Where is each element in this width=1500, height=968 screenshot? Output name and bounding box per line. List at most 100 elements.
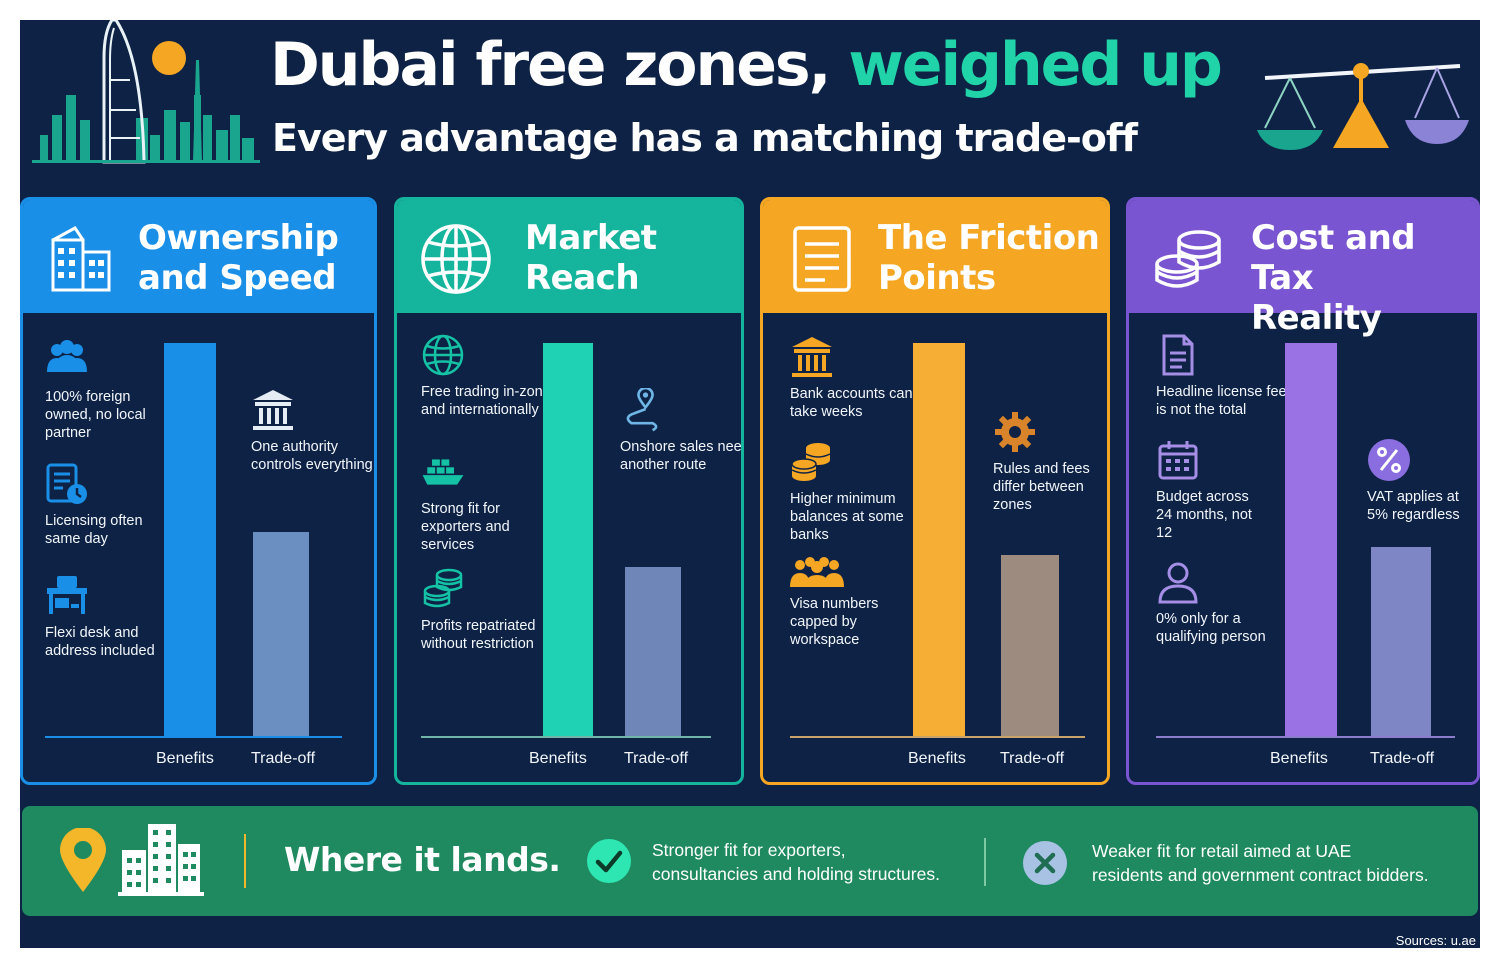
panel-title-line1: Market	[525, 218, 657, 258]
panel-title: Market Reach	[525, 218, 657, 298]
coin-stack-icon	[791, 443, 831, 481]
x-circle-icon	[1023, 841, 1067, 885]
benefits-axis-label: Benefits	[908, 750, 966, 767]
panel-title-line2: Reach	[525, 258, 640, 298]
panel-title-line2: Reality	[1251, 298, 1382, 338]
benefit-text: Higher minimum balances at some banks	[790, 491, 904, 543]
license-clock-icon	[46, 463, 87, 504]
benefit-text: Flexi desk and address included	[45, 625, 155, 659]
calendar-icon	[1158, 441, 1198, 480]
tradeoff-bar	[1371, 547, 1431, 736]
title-main: Dubai free zones,	[270, 30, 831, 100]
benefits-bar	[1285, 343, 1337, 736]
panel-friction-points: The Friction Points Bank accounts can ta…	[760, 197, 1110, 785]
dubai-skyline-icon	[32, 20, 260, 164]
title-accent: weighed up	[848, 30, 1223, 100]
benefits-bar	[913, 343, 965, 736]
globe-icon	[422, 334, 464, 376]
people-group-icon	[790, 557, 844, 587]
tradeoff-axis-label: Trade-off	[624, 750, 689, 767]
panel-title: Ownership and Speed	[138, 218, 339, 298]
tradeoff-axis-label: Trade-off	[1000, 750, 1065, 767]
negative-fit-line1: Weaker fit for retail aimed at UAE	[1092, 841, 1352, 861]
panel-market-reach: Market Reach Free trading in-zone and in…	[394, 197, 744, 785]
benefit-text: 0% only for a qualifying person	[1156, 611, 1266, 645]
benefits-bar	[164, 343, 216, 736]
benefit-text: Headline license fee is not the total	[1156, 384, 1287, 418]
benefit-item: 100% foreign owned, no local partner	[45, 338, 175, 442]
check-circle-icon	[587, 839, 631, 883]
tradeoff-text: One authority controls everything	[251, 439, 373, 473]
benefit-item: Visa numbers capped by workspace	[790, 555, 920, 649]
benefit-item: Profits repatriated without restriction	[421, 567, 551, 653]
panel-cost-tax: Cost and Tax Reality Headline license fe…	[1126, 197, 1480, 785]
benefit-item: Budget across 24 months, not 12	[1156, 438, 1266, 542]
panel-title: Cost and Tax Reality	[1251, 218, 1477, 338]
gear-icon	[995, 412, 1035, 452]
benefit-item: Free trading in-zone and internationally	[421, 333, 551, 419]
chart-baseline	[1156, 736, 1455, 738]
tradeoff-text: VAT applies at 5% regardless	[1367, 489, 1460, 523]
people-group-icon	[47, 340, 87, 372]
benefits-bar	[543, 343, 593, 736]
conclusion-banner: Where it lands. Stronger fit for exporte…	[22, 806, 1478, 916]
panel-header: Ownership and Speed	[23, 200, 374, 313]
benefit-text: Profits repatriated without restriction	[421, 618, 536, 652]
sources-note: Sources: u.ae	[1395, 933, 1476, 948]
panel-header: Market Reach	[397, 200, 741, 313]
coin-stack-icon	[1155, 230, 1221, 288]
tradeoff-item: One authority controls everything	[251, 388, 374, 474]
chart-baseline	[790, 736, 1085, 738]
panel-ownership-speed: Ownership and Speed 100% foreign owned, …	[20, 197, 377, 785]
globe-icon	[421, 224, 491, 294]
benefit-text: Licensing often same day	[45, 513, 143, 547]
benefit-item: Licensing often same day	[45, 462, 175, 548]
office-building-icon	[51, 226, 111, 292]
tradeoff-text: Onshore sales need another route	[620, 439, 744, 473]
tradeoff-text: Rules and fees differ between zones	[993, 461, 1090, 513]
cargo-ship-icon	[422, 459, 464, 485]
benefit-item: Bank accounts can take weeks	[790, 335, 920, 421]
benefit-item: Higher minimum balances at some banks	[790, 440, 920, 544]
benefit-text: 100% foreign owned, no local partner	[45, 389, 146, 441]
tradeoff-item: Onshore sales need another route	[620, 388, 744, 474]
divider	[984, 838, 986, 886]
page-subtitle: Every advantage has a matching trade-off	[272, 116, 1138, 160]
tower-building-icon	[118, 824, 204, 896]
page-title: Dubai free zones, weighed up	[270, 30, 1223, 100]
positive-fit-text: Stronger fit for exporters, consultancie…	[652, 838, 940, 886]
benefit-text: Bank accounts can take weeks	[790, 386, 913, 420]
person-icon	[1158, 562, 1198, 604]
panel-title-line2: Points	[878, 258, 996, 298]
benefits-axis-label: Benefits	[156, 750, 214, 767]
conclusion-label: Where it lands.	[284, 840, 561, 879]
panel-title-line1: Ownership	[138, 218, 339, 258]
chart-baseline	[45, 736, 342, 738]
panel-title: The Friction Points	[878, 218, 1100, 298]
benefit-text: Budget across 24 months, not 12	[1156, 489, 1252, 541]
infographic-canvas: Dubai free zones, weighed up Every advan…	[20, 20, 1480, 948]
negative-fit-line2: residents and government contract bidder…	[1092, 865, 1429, 885]
panel-title-line1: Cost and Tax	[1251, 218, 1416, 298]
document-icon	[1162, 334, 1194, 376]
office-desk-icon	[47, 576, 87, 614]
divider	[244, 834, 246, 888]
document-icon	[793, 226, 851, 292]
panel-header: Cost and Tax Reality	[1129, 200, 1477, 338]
chart-baseline	[421, 736, 711, 738]
positive-fit-line2: consultancies and holding structures.	[652, 864, 940, 884]
benefit-item: Headline license fee is not the total	[1156, 333, 1291, 419]
tradeoff-item: VAT applies at 5% regardless	[1367, 438, 1467, 524]
percent-icon	[1368, 439, 1410, 481]
benefit-item: Strong fit for exporters and services	[421, 450, 551, 554]
panel-title-line1: The Friction	[878, 218, 1100, 258]
coin-stack-icon	[423, 568, 463, 608]
tradeoff-axis-label: Trade-off	[251, 750, 316, 767]
route-pin-icon	[626, 388, 658, 432]
tradeoff-bar	[253, 532, 309, 736]
balance-scale-icon	[1257, 63, 1469, 150]
benefit-text: Strong fit for exporters and services	[421, 501, 510, 553]
government-building-icon	[253, 390, 293, 430]
panel-title-line2: and Speed	[138, 258, 337, 298]
benefit-text: Free trading in-zone and internationally	[421, 384, 551, 418]
